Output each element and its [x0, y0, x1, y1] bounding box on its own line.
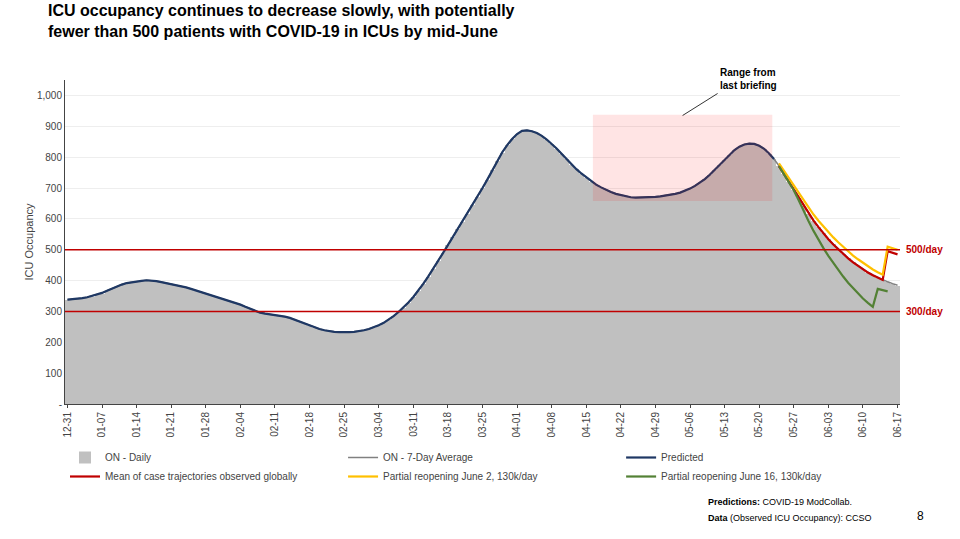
svg-text:03-04: 03-04	[373, 412, 384, 438]
svg-text:-: -	[59, 399, 62, 410]
svg-text:200: 200	[45, 337, 62, 348]
svg-text:02-25: 02-25	[338, 412, 349, 438]
svg-text:Partial reopening June 2, 130k: Partial reopening June 2, 130k/day	[383, 471, 538, 482]
svg-text:ICU Occupancy: ICU Occupancy	[23, 203, 35, 281]
svg-text:900: 900	[45, 121, 62, 132]
svg-text:05-13: 05-13	[719, 412, 730, 438]
svg-text:ON - 7-Day Average: ON - 7-Day Average	[383, 452, 473, 463]
svg-text:04-15: 04-15	[581, 412, 592, 438]
svg-text:Range fromlast briefing: Range fromlast briefing	[720, 67, 777, 91]
svg-text:03-25: 03-25	[477, 412, 488, 438]
svg-text:Partial reopening June 16, 130: Partial reopening June 16, 130k/day	[661, 471, 821, 482]
svg-text:05-20: 05-20	[753, 412, 764, 438]
svg-text:03-18: 03-18	[442, 412, 453, 438]
svg-text:04-01: 04-01	[511, 412, 522, 438]
svg-text:01-21: 01-21	[165, 412, 176, 438]
svg-text:ICU occupancy continues to dec: ICU occupancy continues to decrease slow…	[48, 2, 515, 40]
svg-text:06-10: 06-10	[857, 412, 868, 438]
svg-text:ON - Daily: ON - Daily	[105, 452, 151, 463]
svg-text:04-08: 04-08	[546, 412, 557, 438]
svg-text:500: 500	[45, 244, 62, 255]
svg-text:300/day: 300/day	[906, 306, 943, 317]
svg-text:06-17: 06-17	[892, 412, 903, 438]
svg-text:Predicted: Predicted	[661, 452, 703, 463]
svg-text:01-07: 01-07	[96, 412, 107, 438]
svg-text:600: 600	[45, 213, 62, 224]
svg-text:1,000: 1,000	[37, 90, 62, 101]
svg-text:300: 300	[45, 306, 62, 317]
svg-text:03-11: 03-11	[408, 412, 419, 437]
svg-text:02-18: 02-18	[304, 412, 315, 438]
svg-text:12-31: 12-31	[62, 412, 73, 438]
svg-text:01-28: 01-28	[200, 412, 211, 438]
svg-text:02-11: 02-11	[269, 412, 280, 437]
svg-text:700: 700	[45, 183, 62, 194]
svg-text:02-04: 02-04	[235, 412, 246, 438]
svg-text:Data (Observed ICU Occupancy):: Data (Observed ICU Occupancy): CCSO	[708, 513, 872, 523]
svg-text:01-14: 01-14	[131, 412, 142, 438]
svg-text:Mean of case trajectories obse: Mean of case trajectories observed globa…	[105, 471, 297, 482]
svg-text:05-06: 05-06	[684, 412, 695, 438]
svg-text:8: 8	[917, 509, 924, 523]
svg-text:800: 800	[45, 152, 62, 163]
svg-text:400: 400	[45, 275, 62, 286]
svg-text:06-03: 06-03	[823, 412, 834, 438]
svg-text:05-27: 05-27	[788, 412, 799, 438]
svg-text:500/day: 500/day	[906, 244, 943, 255]
svg-text:100: 100	[45, 368, 62, 379]
svg-text:Predictions: COVID-19 ModColla: Predictions: COVID-19 ModCollab.	[708, 497, 852, 507]
svg-text:04-29: 04-29	[650, 412, 661, 438]
svg-text:04-22: 04-22	[615, 412, 626, 438]
